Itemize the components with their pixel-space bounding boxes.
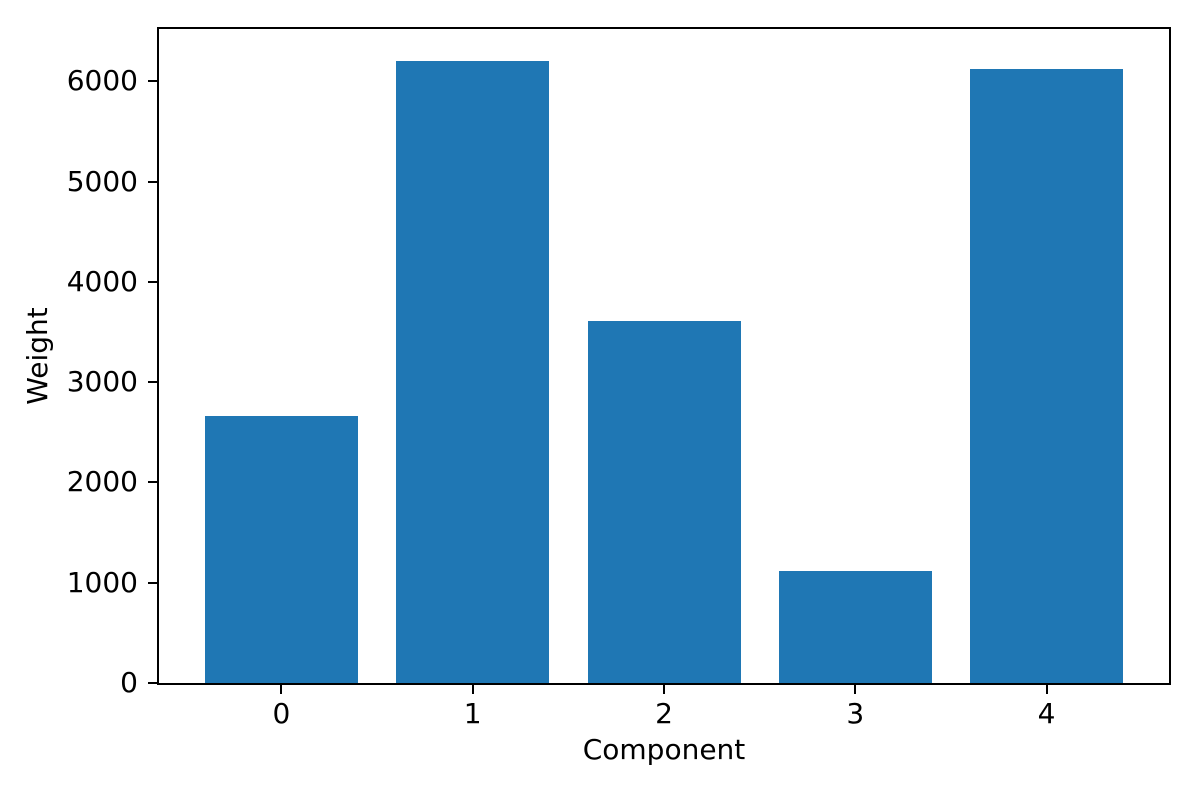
x-tick-mark [280,685,283,694]
y-tick-mark [148,481,157,484]
bar-component-4 [970,69,1124,683]
y-tick-label: 3000 [66,365,138,399]
y-tick-mark [148,682,157,684]
y-tick-label: 2000 [66,465,138,499]
x-tick-mark [1045,685,1048,694]
x-tick-label: 4 [1037,697,1056,730]
y-axis-label: Weight [21,307,54,405]
x-tick-mark [471,685,474,694]
y-tick-label: 0 [120,666,138,699]
y-tick-mark [148,280,157,283]
y-tick-label: 1000 [66,565,138,599]
y-tick-label: 4000 [66,264,138,298]
x-tick-mark [854,685,857,694]
y-tick-mark [148,381,157,384]
y-tick-label: 5000 [66,164,138,198]
y-tick-mark [148,581,157,584]
x-axis-label: Component [582,733,746,766]
bar-component-0 [204,416,358,683]
bar-component-3 [778,571,932,683]
y-tick-mark [148,80,157,83]
x-tick-label: 2 [655,697,673,730]
x-tick-mark [663,685,665,694]
y-tick-mark [148,180,157,183]
x-tick-label: 3 [846,697,865,730]
bar-component-1 [396,61,550,683]
x-tick-label: 1 [463,697,482,730]
plot-area [159,29,1169,683]
y-tick-label: 6000 [66,64,138,98]
x-tick-label: 0 [272,697,291,730]
bar-component-2 [587,320,741,683]
